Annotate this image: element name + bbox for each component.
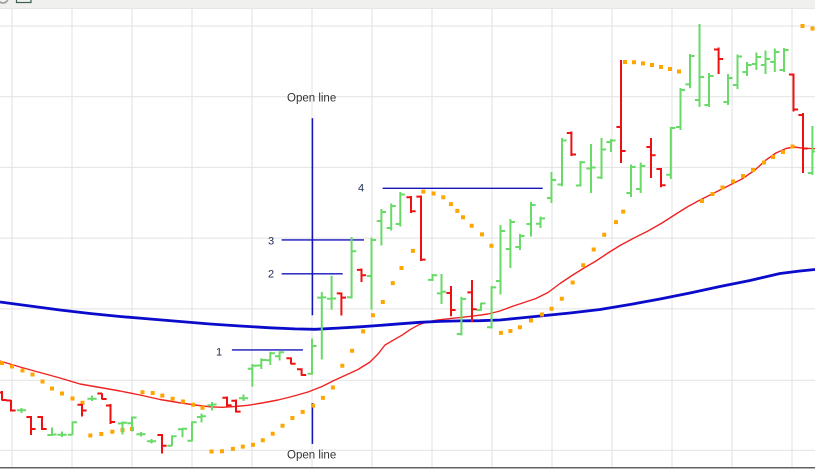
svg-text:2: 2 [268,269,274,281]
svg-text:Open line: Open line [287,450,336,462]
svg-text:1: 1 [216,347,222,359]
svg-text:4: 4 [358,183,364,195]
svg-text:3: 3 [268,236,274,248]
svg-text:Open line: Open line [287,93,336,105]
